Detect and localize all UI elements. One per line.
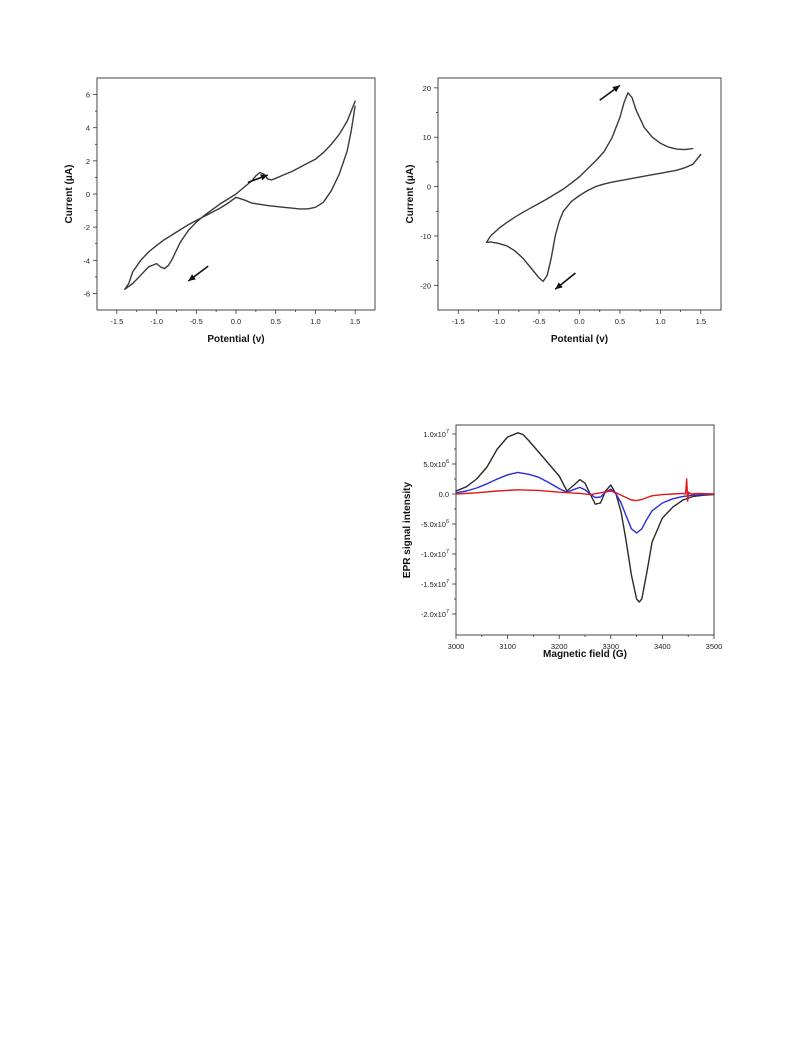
- trace-line: [485, 92, 702, 283]
- x-tick-label: -0.5: [533, 317, 546, 326]
- y-axis-title: Current (μA): [64, 165, 75, 224]
- x-tick-label: 1.0: [310, 317, 320, 326]
- scan-direction-arrow: [247, 174, 269, 184]
- y-tick-label: 10: [423, 133, 431, 142]
- x-tick-label: 3300: [602, 642, 619, 651]
- x-tick-label: 3200: [551, 642, 568, 651]
- scan-direction-arrow: [599, 84, 621, 101]
- y-tick-label: 0: [427, 183, 431, 192]
- x-tick-label: 0.0: [574, 317, 584, 326]
- scan-direction-arrow: [554, 272, 576, 290]
- x-tick-label: -0.5: [190, 317, 203, 326]
- x-tick-label: -1.0: [492, 317, 505, 326]
- plot-frame: [437, 77, 722, 311]
- y-tick-label: 5.0x106: [423, 459, 449, 469]
- red-trace-line: [455, 478, 715, 502]
- x-ticks: -1.5 -1.0 -0.5 0.0 0.5 1.0 1.5: [452, 310, 706, 326]
- y-tick-label: -1.5x107: [421, 579, 449, 589]
- y-tick-label: -10: [420, 232, 431, 241]
- trace-line: [124, 100, 356, 290]
- arrows: [187, 174, 269, 282]
- x-axis-title: Potential (v): [207, 334, 264, 345]
- x-tick-label: 1.0: [655, 317, 665, 326]
- y-tick-label: -2: [83, 223, 90, 232]
- x-tick-label: 3500: [706, 642, 723, 651]
- x-tick-label: 0.5: [615, 317, 625, 326]
- y-tick-label: 0: [86, 190, 90, 199]
- y-axis-title: Current (μA): [405, 165, 416, 224]
- x-tick-label: 3400: [654, 642, 671, 651]
- cv-chart-left: -1.5 -1.0 -0.5 0.0 0.5 1.0 1.5 -6 -4 -2 0 2 4 6 Pote…: [64, 77, 376, 345]
- x-tick-label: 0.5: [270, 317, 280, 326]
- x-tick-label: 1.5: [696, 317, 706, 326]
- series: [485, 92, 702, 283]
- y-tick-label: 4: [86, 124, 90, 133]
- x-ticks: 3000 3100 3200 3300 3400 3500: [448, 635, 723, 651]
- y-tick-label: 1.0x107: [423, 429, 449, 439]
- y-tick-label: 0.0: [439, 490, 449, 499]
- y-ticks: 1.0x107 5.0x106 0.0 -5.0x106 -1.0x107 -1.5x10…: [421, 429, 456, 619]
- y-ticks: -20 -10 0 10 20: [420, 84, 438, 290]
- scan-direction-arrow: [187, 265, 209, 282]
- epr-chart: 3000 3100 3200 3300 3400 3500 1.0x107 5.0x106 0…: [402, 424, 723, 660]
- x-tick-label: 3100: [499, 642, 516, 651]
- y-tick-label: 2: [86, 157, 90, 166]
- x-tick-label: -1.0: [150, 317, 163, 326]
- y-tick-label: -2.0x107: [421, 609, 449, 619]
- x-ticks: -1.5 -1.0 -0.5 0.0 0.5 1.0 1.5: [110, 310, 360, 326]
- black-trace-line: [455, 432, 715, 603]
- axes: [455, 424, 715, 636]
- y-tick-label: -4: [83, 256, 90, 265]
- x-tick-label: 1.5: [350, 317, 360, 326]
- x-tick-label: 0.0: [231, 317, 241, 326]
- plot-frame: [455, 424, 715, 636]
- x-tick-label: -1.5: [452, 317, 465, 326]
- cv-chart-right: -1.5 -1.0 -0.5 0.0 0.5 1.0 1.5 -20 -10 0 10 20 Pot…: [405, 77, 722, 345]
- y-axis-title: EPR signal intensity: [402, 481, 413, 578]
- y-ticks: -6 -4 -2 0 2 4 6: [83, 91, 97, 298]
- x-axis-title: Potential (v): [551, 334, 608, 345]
- y-tick-label: 20: [423, 84, 431, 93]
- blue-trace-line: [455, 471, 715, 534]
- y-tick-label: -1.0x107: [421, 549, 449, 559]
- y-tick-label: -20: [420, 281, 431, 290]
- series: [124, 100, 356, 290]
- y-tick-label: -5.0x106: [421, 519, 449, 529]
- axes: [437, 77, 722, 311]
- y-tick-label: -6: [83, 289, 90, 298]
- series: [455, 432, 715, 603]
- x-tick-label: 3000: [448, 642, 465, 651]
- x-axis-title: Magnetic field (G): [543, 649, 627, 660]
- x-tick-label: -1.5: [110, 317, 123, 326]
- arrows: [554, 84, 621, 290]
- y-tick-label: 6: [86, 91, 90, 100]
